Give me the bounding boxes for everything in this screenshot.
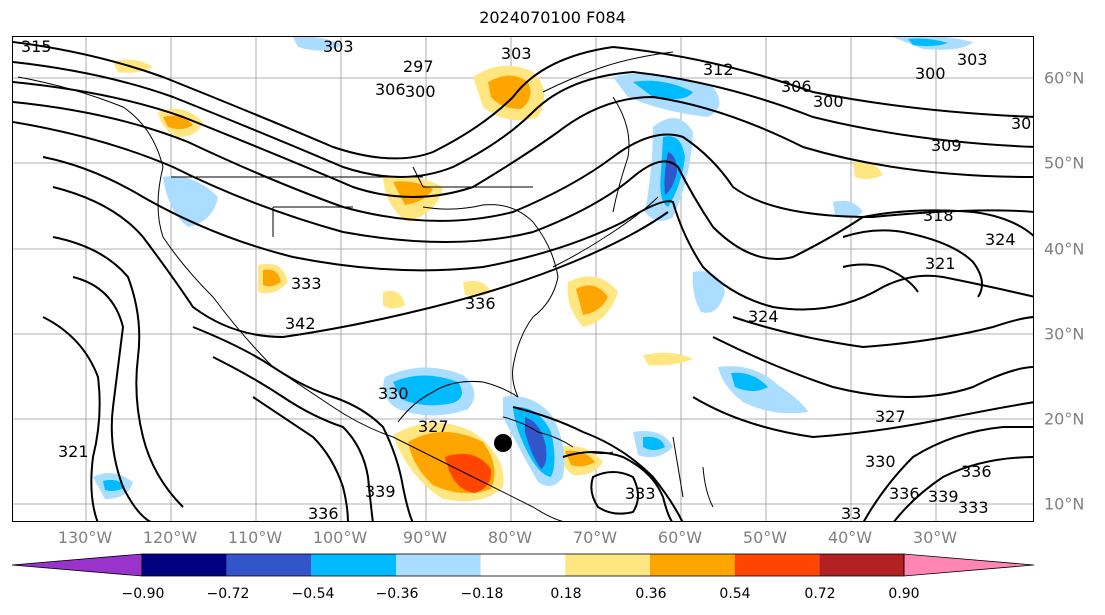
latitude-label: 50°N xyxy=(1044,153,1085,173)
contour-label: 324 xyxy=(985,230,1016,249)
contour-label: 327 xyxy=(875,407,906,426)
contour-label: 300 xyxy=(813,92,844,111)
contour-lines xyxy=(13,41,1033,521)
colorbar-extend-low xyxy=(11,553,143,577)
colorbar-outline xyxy=(141,553,905,577)
colorbar-segments xyxy=(11,553,1035,577)
colorbar-tick: −0.18 xyxy=(460,586,504,602)
colorbar-tick: −0.36 xyxy=(375,586,419,602)
latitude-label: 30°N xyxy=(1044,324,1085,344)
shaded-field xyxy=(93,37,973,502)
colorbar-segment xyxy=(142,554,227,576)
contour-label: 303 xyxy=(957,50,988,69)
contour-label: 339 xyxy=(365,482,396,501)
longitude-label: 130°W xyxy=(57,528,113,547)
contour-label: 312 xyxy=(703,60,734,79)
colorbar-segment xyxy=(819,554,904,576)
contour-label: 333 xyxy=(291,274,322,293)
colorbar-tick: 0.54 xyxy=(719,586,751,602)
contour-label: 318 xyxy=(923,206,954,225)
latitude-label: 10°N xyxy=(1044,494,1085,514)
contour-label: 336 xyxy=(961,462,992,481)
colorbar-segment xyxy=(565,554,650,576)
chart-title: 2024070100 F084 xyxy=(479,8,626,27)
map-panel: 315 303 303 297 300 306 312 306 300 303 … xyxy=(12,36,1034,522)
colorbar-tick: 0.36 xyxy=(635,586,667,602)
map-canvas: 315 303 303 297 300 306 312 306 300 303 … xyxy=(13,37,1033,522)
longitude-label: 80°W xyxy=(487,528,533,547)
contour-label: 330 xyxy=(378,384,409,403)
longitude-label: 120°W xyxy=(142,528,198,547)
contour-label: 330 xyxy=(865,452,896,471)
contour-label: 333 xyxy=(625,484,656,503)
colorbar-tick: −0.54 xyxy=(291,586,335,602)
contour-label-group: 315 303 303 297 300 306 312 306 300 303 … xyxy=(21,37,1031,522)
longitude-label: 50°W xyxy=(742,528,788,547)
colorbar-segment xyxy=(480,554,566,576)
colorbar-segment xyxy=(734,554,820,576)
contour-label: 303 xyxy=(501,44,532,63)
contour-label: 321 xyxy=(925,254,956,273)
colorbar-segment xyxy=(311,554,396,576)
contour-label: 342 xyxy=(285,314,316,333)
colorbar-segment xyxy=(650,554,735,576)
contour-label: 336 xyxy=(889,484,920,503)
contour-label: 333 xyxy=(958,498,989,517)
longitude-label: 70°W xyxy=(572,528,618,547)
colorbar-segment xyxy=(396,554,481,576)
contour-label: 309 xyxy=(931,136,962,155)
contour-label: 315 xyxy=(21,37,52,56)
latitude-label: 20°N xyxy=(1044,409,1085,429)
contour-label: 306 xyxy=(781,77,812,96)
colorbar-tick: −0.90 xyxy=(121,586,165,602)
contour-label: 339 xyxy=(928,487,959,506)
contour-label: 327 xyxy=(418,417,449,436)
longitude-label: 30°W xyxy=(912,528,958,547)
latitude-label: 60°N xyxy=(1044,68,1085,88)
colorbar-tick: −0.72 xyxy=(206,586,250,602)
contour-label: 324 xyxy=(748,307,779,326)
longitude-label: 90°W xyxy=(402,528,448,547)
contour-label: 300 xyxy=(915,64,946,83)
longitude-label: 60°W xyxy=(657,528,703,547)
latitude-label: 40°N xyxy=(1044,239,1085,259)
colorbar-tick: 0.18 xyxy=(550,586,582,602)
contour-label: 303 xyxy=(323,37,354,56)
contour-label: 321 xyxy=(58,442,89,461)
contour-label: 300 xyxy=(405,82,436,101)
contour-label: 306 xyxy=(375,80,406,99)
longitude-label: 100°W xyxy=(312,528,368,547)
contour-label: 297 xyxy=(403,57,434,76)
longitude-label: 40°W xyxy=(827,528,873,547)
colorbar-extend-high xyxy=(903,553,1035,577)
colorbar-segment xyxy=(226,554,312,576)
colorbar-tick: 0.90 xyxy=(888,586,920,602)
contour-label: 33 xyxy=(841,504,861,522)
contour-label: 336 xyxy=(465,294,496,313)
contour-label: 30 xyxy=(1011,114,1031,133)
storm-center-marker xyxy=(494,434,512,452)
colorbar-tick: 0.72 xyxy=(804,586,836,602)
contour-label: 336 xyxy=(308,504,339,522)
longitude-label: 110°W xyxy=(227,528,283,547)
